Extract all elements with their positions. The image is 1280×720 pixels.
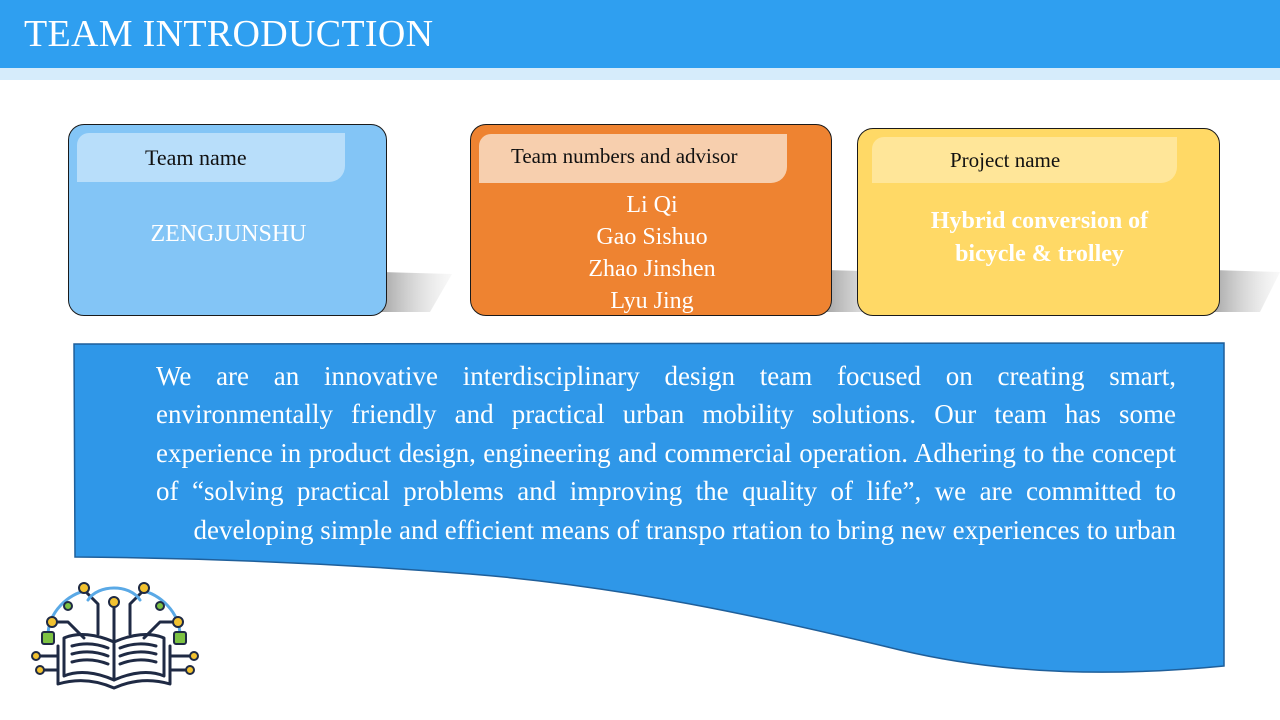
team-members-label: Team numbers and advisor: [511, 144, 738, 168]
project-name-card: Project name Hybrid conversion of bicycl…: [857, 128, 1220, 316]
member-name: Li Qi: [626, 192, 678, 218]
member-name: Gao Sishuo: [596, 224, 708, 250]
header-bar: [0, 0, 1280, 68]
team-members-list: Li Qi Gao Sishuo Zhao Jinshen Lyu Jing: [471, 189, 833, 317]
page-title: TEAM INTRODUCTION: [24, 13, 434, 55]
project-name-tab: [872, 137, 1177, 183]
team-name-value: ZENGJUNSHU: [150, 221, 307, 247]
team-description: We are an innovative interdisciplinary d…: [156, 361, 1176, 545]
project-name-line: Hybrid conversion of: [930, 208, 1149, 234]
project-name-value: Hybrid conversion of bicycle & trolley: [858, 205, 1221, 271]
member-name: Zhao Jinshen: [588, 256, 716, 282]
project-name-line: bicycle & trolley: [955, 241, 1124, 267]
header-strip: [0, 68, 1280, 80]
team-name-card: Team name ZENGJUNSHU: [68, 124, 387, 316]
team-name-tab: [77, 133, 345, 182]
project-name-label: Project name: [950, 148, 1061, 172]
member-name: Lyu Jing: [610, 288, 694, 314]
team-name-label: Team name: [145, 145, 247, 170]
team-members-tab: [479, 134, 787, 183]
team-members-card: Team numbers and advisor Li Qi Gao Sishu…: [470, 124, 832, 316]
circuit-book-icon: [31, 582, 199, 690]
